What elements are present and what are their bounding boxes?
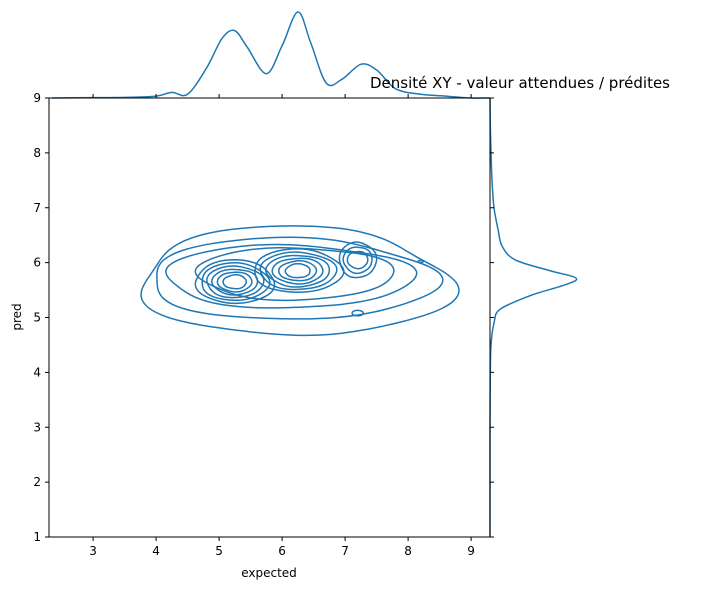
marginal-y-density-line bbox=[489, 97, 578, 537]
main-plot-frame bbox=[48, 97, 491, 538]
y-tick-label: 8 bbox=[33, 146, 41, 160]
y-tick-label: 7 bbox=[33, 201, 41, 215]
x-axis-label: expected bbox=[241, 566, 297, 580]
kde-contour-islet bbox=[417, 259, 425, 264]
x-tick-label: 8 bbox=[404, 544, 412, 558]
kde-contour-inner bbox=[194, 259, 276, 305]
x-tick-label: 5 bbox=[215, 544, 223, 558]
marginal-x-plot bbox=[52, 11, 491, 99]
kde-contour-outer bbox=[156, 236, 444, 320]
kde-contour-inner bbox=[271, 257, 324, 285]
x-tick-label: 9 bbox=[467, 544, 475, 558]
kde-contour-outer bbox=[165, 243, 418, 309]
marginal-y-plot bbox=[489, 97, 578, 537]
kde-contour-inner bbox=[222, 273, 248, 290]
kde-contour-inner bbox=[342, 246, 373, 275]
y-tick-label: 1 bbox=[33, 530, 41, 544]
y-axis-ticks: 1 2 3 4 5 6 7 8 9 bbox=[33, 91, 494, 544]
kde-contour-inner bbox=[259, 251, 338, 291]
kde-contour-inner bbox=[216, 271, 253, 293]
marginal-x-density-line bbox=[52, 11, 491, 99]
x-tick-label: 4 bbox=[152, 544, 160, 558]
kde-contours bbox=[140, 225, 460, 337]
kde-contour-inner bbox=[284, 262, 311, 279]
kde-contour-islet bbox=[351, 309, 365, 317]
kde-contour-inner bbox=[206, 265, 265, 299]
kde-contour-inner bbox=[264, 254, 331, 288]
x-axis-ticks: 3 4 5 6 7 8 9 bbox=[89, 94, 475, 558]
kde-contour-inner bbox=[201, 262, 271, 302]
y-tick-label: 9 bbox=[33, 91, 41, 105]
kde-contour-inner bbox=[211, 268, 259, 296]
main-plot: 3 4 5 6 7 8 9 1 2 3 4 5 6 7 8 9 expected pred bbox=[10, 91, 494, 580]
y-tick-label: 6 bbox=[33, 256, 41, 270]
kde-contour-outer bbox=[140, 225, 460, 337]
y-tick-label: 3 bbox=[33, 420, 41, 434]
kde-contour-inner bbox=[278, 259, 318, 282]
y-tick-label: 5 bbox=[33, 311, 41, 325]
x-tick-label: 6 bbox=[278, 544, 286, 558]
kde-contour-inner bbox=[338, 241, 378, 279]
chart-title: Densité XY - valeur attendues / prédites bbox=[370, 74, 670, 92]
x-tick-label: 3 bbox=[89, 544, 97, 558]
kde-contour-inner bbox=[254, 248, 345, 293]
y-tick-label: 4 bbox=[33, 365, 41, 379]
kde-contour-inner bbox=[346, 250, 369, 270]
y-axis-label: pred bbox=[10, 303, 24, 330]
x-tick-label: 7 bbox=[341, 544, 349, 558]
y-tick-label: 2 bbox=[33, 475, 41, 489]
